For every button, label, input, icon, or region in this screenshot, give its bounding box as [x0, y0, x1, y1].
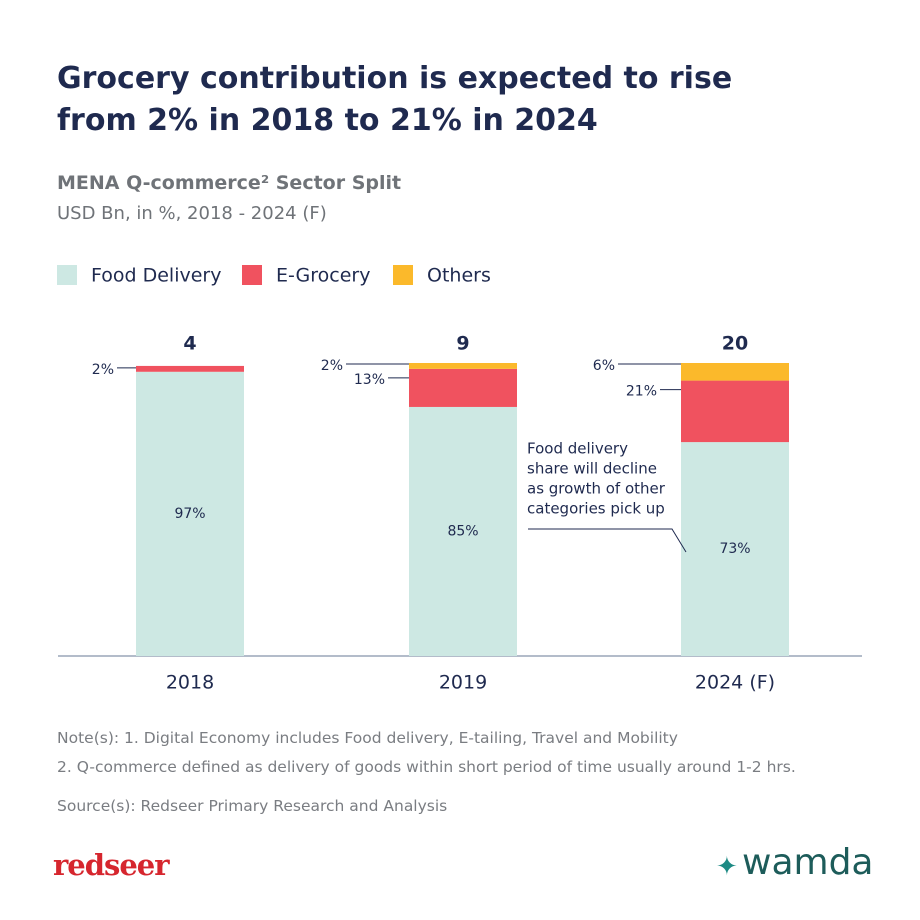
annotation: Food delivery — [527, 440, 628, 458]
legend-swatch — [57, 265, 77, 285]
annotation: categories pick up — [527, 500, 665, 518]
source: Source(s): Redseer Primary Research and … — [57, 797, 448, 815]
logo: redseer — [53, 848, 170, 882]
note: 2. Q-commerce defined as delivery of goo… — [57, 758, 796, 776]
bar-segment — [681, 363, 789, 381]
legend-swatch — [242, 265, 262, 285]
note: Note(s): 1. Digital Economy includes Foo… — [57, 729, 678, 747]
bar-segment — [136, 365, 244, 372]
legend-label: Food Delivery — [91, 265, 221, 287]
total-label: 4 — [183, 333, 196, 355]
bar-segment — [409, 368, 517, 407]
value-label: 13% — [354, 372, 385, 388]
bar-segment — [681, 380, 789, 443]
x-tick-label: 2019 — [439, 672, 487, 694]
x-tick-label: 2024 (F) — [695, 672, 775, 694]
value-label: 21% — [626, 384, 657, 400]
value-label: 85% — [447, 523, 478, 539]
legend-label: Others — [427, 265, 491, 287]
bar-segment — [136, 371, 244, 656]
legend-label: E-Grocery — [276, 265, 371, 287]
subtitle: MENA Q-commerce² Sector Split — [57, 172, 402, 194]
title: Grocery contribution is expected to rise… — [57, 61, 733, 138]
annotation-line — [528, 528, 687, 553]
total-label: 20 — [722, 333, 748, 355]
bar-segment — [681, 442, 789, 656]
logo: wamda — [742, 842, 874, 883]
unit-label: USD Bn, in %, 2018 - 2024 (F) — [57, 203, 327, 224]
logo-star: ✦ — [716, 852, 738, 882]
value-label: 73% — [719, 541, 750, 557]
value-label: 2% — [321, 358, 343, 374]
value-label: 6% — [593, 358, 615, 374]
x-tick-label: 2018 — [166, 672, 214, 694]
value-label: 2% — [92, 362, 114, 378]
annotation: as growth of other — [527, 480, 666, 498]
annotation: share will decline — [527, 460, 657, 478]
bar-segment — [409, 406, 517, 656]
total-label: 9 — [456, 333, 469, 355]
legend-swatch — [393, 265, 413, 285]
value-label: 97% — [174, 506, 205, 522]
bar-segment — [409, 363, 517, 369]
